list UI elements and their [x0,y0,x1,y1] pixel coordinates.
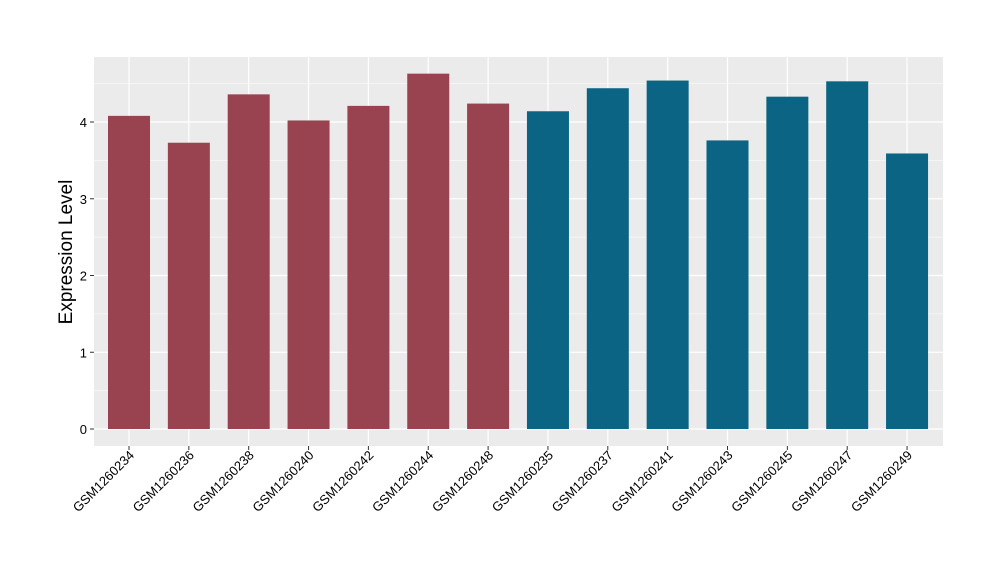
bar-GSM1260234 [108,115,150,430]
bar-GSM1260237 [586,88,629,429]
bar-GSM1260235 [526,111,569,429]
plot-panel [94,57,943,446]
y-tick-label: 4 [80,115,87,130]
bar-GSM1260242 [347,105,390,429]
x-tick-label: GSM1260240 [249,448,316,515]
bar-GSM1260248 [467,103,510,429]
bar-GSM1260247 [826,81,869,429]
x-tick-label: GSM1260238 [189,448,256,515]
bar-GSM1260238 [227,94,270,430]
x-tick-label: GSM1260236 [130,448,197,515]
x-tick-label: GSM1260249 [848,448,915,515]
x-tick-label: GSM1260247 [788,448,855,515]
bar-GSM1260245 [766,96,809,430]
bar-GSM1260236 [167,142,210,429]
y-tick-label: 2 [80,269,87,284]
y-tick-label: 3 [80,192,87,207]
y-tick-label: 1 [80,345,87,360]
x-tick-label: GSM1260237 [549,448,616,515]
x-tick-label: GSM1260241 [608,448,675,515]
x-tick-label: GSM1260244 [369,448,436,515]
bar-GSM1260240 [287,120,330,429]
bar-GSM1260249 [886,153,929,429]
bar-GSM1260244 [407,73,450,430]
y-axis-title: Expression Level [56,180,77,325]
x-tick-label: GSM1260245 [728,448,795,515]
bar-GSM1260243 [706,140,749,430]
y-axis: 0 1 2 3 4 [80,115,94,437]
x-tick-label: GSM1260243 [668,448,735,515]
x-axis: GSM1260234GSM1260236GSM1260238GSM1260240… [70,446,915,515]
bar-GSM1260241 [646,80,689,430]
x-tick-label: GSM1260242 [309,448,376,515]
x-tick-label: GSM1260235 [489,448,556,515]
x-tick-label: GSM1260248 [429,448,496,515]
bars [108,73,929,430]
y-tick-label: 0 [80,422,87,437]
x-tick-label: GSM1260234 [70,448,137,515]
